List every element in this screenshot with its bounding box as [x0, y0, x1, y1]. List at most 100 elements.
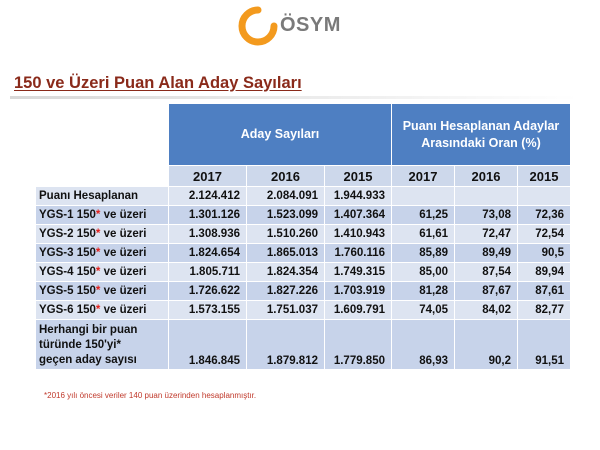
year-header-row: 2017 2016 2015 2017 2016 2015	[35, 165, 571, 187]
table-row: Puanı Hesaplanan 2.124.412 2.084.091 1.944.…	[35, 186, 571, 206]
table-cell: 1.609.791	[324, 300, 392, 320]
row-label-suffix: ve üzeri	[100, 247, 147, 259]
table-cell: 72,54	[517, 224, 571, 244]
logo-text: ÖSYM	[280, 14, 341, 36]
group-header-oran: Puanı Hesaplanan Adaylar Arasındaki Oran…	[391, 103, 571, 166]
year-header: 2017	[391, 165, 455, 187]
group-header-row: Aday Sayıları Puanı Hesaplanan Adaylar A…	[35, 103, 571, 166]
row-label-label: YGS-2 150	[39, 228, 96, 240]
table-cell: 86,93	[391, 319, 455, 370]
row-label-star: *	[95, 304, 101, 316]
table-cell: 1.865.013	[246, 243, 325, 263]
year-header: 2015	[517, 165, 571, 187]
corner-cell	[35, 103, 169, 166]
row-label: YGS-2 150* ve üzeri	[35, 224, 169, 244]
table-cell: 1.944.933	[324, 186, 392, 206]
table-cell: 1.301.126	[168, 205, 247, 225]
table-cell: 91,51	[517, 319, 571, 370]
table-cell: 1.523.099	[246, 205, 325, 225]
row-label-label: YGS-4 150	[39, 266, 96, 278]
table-row: YGS-5 150* ve üzeri 1.726.622 1.827.226 1.7…	[35, 281, 571, 301]
row-label: YGS-1 150* ve üzeri	[35, 205, 169, 225]
row-label-star: *	[95, 285, 101, 297]
table-cell: 74,05	[391, 300, 455, 320]
year-header: 2016	[454, 165, 518, 187]
table-cell: 2.124.412	[168, 186, 247, 206]
label-line: geçen aday sayısı	[39, 354, 137, 366]
row-label-suffix: ve üzeri	[100, 304, 147, 316]
table-cell: 1.726.622	[168, 281, 247, 301]
table-cell: 89,49	[454, 243, 518, 263]
group-header-aday: Aday Sayıları	[168, 103, 392, 166]
table-cell: 1.827.226	[246, 281, 325, 301]
corner-cell	[35, 165, 169, 187]
osym-logo-ring-icon	[238, 6, 278, 46]
table-body: Puanı Hesaplanan 2.124.412 2.084.091 1.944.…	[35, 186, 571, 320]
label-line: türünde 150'yi*	[39, 339, 121, 351]
row-label-label: Puanı Hesaplanan	[39, 190, 139, 202]
table-cell: 84,02	[454, 300, 518, 320]
table-cell: 1.749.315	[324, 262, 392, 282]
row-label-star: *	[95, 228, 101, 240]
table-cell: 61,25	[391, 205, 455, 225]
table-row: YGS-1 150* ve üzeri 1.301.126 1.523.099 1.4…	[35, 205, 571, 225]
row-label-suffix: ve üzeri	[100, 228, 147, 240]
table-cell: 1.805.711	[168, 262, 247, 282]
table-cell: 1.510.260	[246, 224, 325, 244]
table-cell: 89,94	[517, 262, 571, 282]
year-header: 2015	[324, 165, 392, 187]
table-cell: 82,77	[517, 300, 571, 320]
row-label-suffix: ve üzeri	[100, 209, 147, 221]
row-label-star: *	[95, 247, 101, 259]
page-title: 150 ve Üzeri Puan Alan Aday Sayıları	[14, 74, 302, 92]
table-cell: 61,61	[391, 224, 455, 244]
label-line: Herhangi bir puan	[39, 324, 138, 336]
year-header: 2017	[168, 165, 247, 187]
row-label: YGS-4 150* ve üzeri	[35, 262, 169, 282]
table-cell	[391, 186, 455, 206]
table-cell: 1.751.037	[246, 300, 325, 320]
row-label: YGS-6 150* ve üzeri	[35, 300, 169, 320]
table-cell: 1.824.654	[168, 243, 247, 263]
table-cell	[454, 186, 518, 206]
table-cell: 87,54	[454, 262, 518, 282]
table-cell: 1.846.845	[168, 319, 247, 370]
table-row: YGS-6 150* ve üzeri 1.573.155 1.751.037 1.6…	[35, 300, 571, 320]
table-cell: 1.573.155	[168, 300, 247, 320]
year-header: 2016	[246, 165, 325, 187]
row-label: Puanı Hesaplanan	[35, 186, 169, 206]
table-cell: 73,08	[454, 205, 518, 225]
row-label: YGS-5 150* ve üzeri	[35, 281, 169, 301]
table-cell: 85,00	[391, 262, 455, 282]
table-cell: 81,28	[391, 281, 455, 301]
table-cell: 1.308.936	[168, 224, 247, 244]
table-cell: 72,47	[454, 224, 518, 244]
row-label-total: Herhangi bir puan türünde 150'yi* geçen …	[35, 319, 169, 370]
table-cell: 90,5	[517, 243, 571, 263]
candidate-stats-table: Aday Sayıları Puanı Hesaplanan Adaylar A…	[35, 103, 571, 370]
table-cell: 90,2	[454, 319, 518, 370]
row-label-star: *	[95, 266, 101, 278]
table-cell: 72,36	[517, 205, 571, 225]
table-cell: 1.824.354	[246, 262, 325, 282]
table-row: YGS-3 150* ve üzeri 1.824.654 1.865.013 1.7…	[35, 243, 571, 263]
table-cell: 85,89	[391, 243, 455, 263]
table-cell	[517, 186, 571, 206]
row-label-star: *	[95, 209, 101, 221]
footnote: *2016 yılı öncesi veriler 140 puan üzeri…	[44, 391, 257, 400]
row-label-label: YGS-3 150	[39, 247, 96, 259]
table-row: YGS-2 150* ve üzeri 1.308.936 1.510.260 1.4…	[35, 224, 571, 244]
table-cell: 2.084.091	[246, 186, 325, 206]
table-cell: 1.410.943	[324, 224, 392, 244]
table-cell: 87,61	[517, 281, 571, 301]
row-label-suffix: ve üzeri	[100, 266, 147, 278]
row-label-suffix: ve üzeri	[100, 285, 147, 297]
row-label: YGS-3 150* ve üzeri	[35, 243, 169, 263]
row-label-label: YGS-6 150	[39, 304, 96, 316]
table-cell: 1.407.364	[324, 205, 392, 225]
table-cell: 1.703.919	[324, 281, 392, 301]
table-row: YGS-4 150* ve üzeri 1.805.711 1.824.354 1.7…	[35, 262, 571, 282]
title-divider	[10, 96, 578, 99]
row-label-label: YGS-5 150	[39, 285, 96, 297]
table-cell: 1.879.812	[246, 319, 325, 370]
